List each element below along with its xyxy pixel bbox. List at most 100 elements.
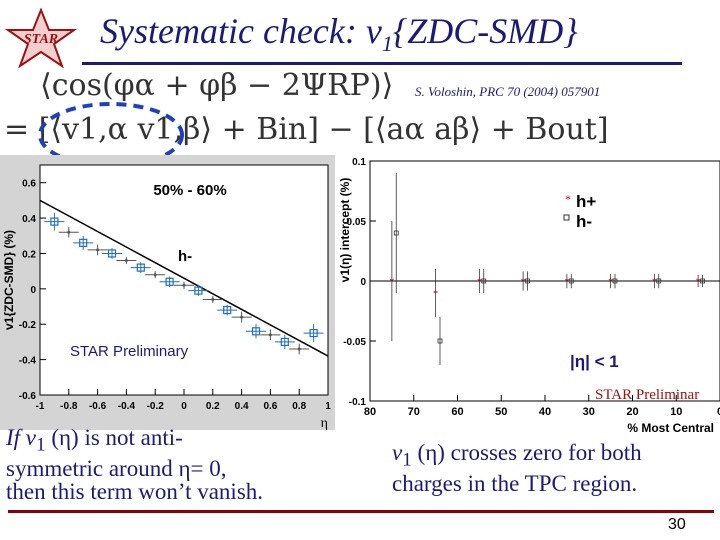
x-axis-label: η: [321, 416, 328, 430]
data-point-h-plus: *: [521, 277, 526, 288]
data-point-h-plus: *: [564, 277, 569, 288]
caption-left-l1: (η) is not anti-: [45, 425, 183, 450]
x-tick-label: 1: [325, 401, 331, 412]
title-sub: 1: [381, 31, 393, 57]
page-number: 30: [668, 516, 686, 533]
title-tail: {ZDC-SMD}: [392, 11, 578, 51]
x-tick-label: 0.4: [235, 401, 249, 412]
data-point-h-plus: *: [433, 289, 438, 300]
slide-title: Systematic check: v1{ZDC-SMD}: [100, 10, 578, 57]
logo-text: STAR: [24, 32, 58, 47]
chart-annotation: h-: [178, 248, 192, 265]
caption-left-l2: symmetric around η= 0,: [6, 455, 227, 481]
caption-right: v1 (η) crosses zero for both charges in …: [392, 441, 642, 495]
title-main: Systematic check: v: [100, 11, 382, 51]
data-point: [124, 259, 128, 263]
data-point: [297, 347, 301, 351]
data-point-h-minus: [656, 278, 662, 284]
data-point-h-minus: [700, 278, 705, 284]
caption-right-l1: (η) crosses zero for both: [411, 440, 642, 465]
caption-left-sub: 1: [36, 434, 46, 456]
x-tick-label: 60: [451, 406, 463, 418]
x-tick-label: 50: [495, 406, 507, 418]
left-chart: -1 -0.8 -0.6 -0.4 -0.2 0 0.2 0.4 0.6 0.8 1 0.6 0.4 0.…: [0, 155, 335, 431]
data-point: [268, 333, 272, 337]
plot-area: [39, 164, 329, 396]
x-tick-label: -0.2: [147, 401, 165, 412]
legend-marker-h-minus: [563, 214, 570, 221]
data-point: [309, 328, 318, 338]
caption-right-v: v: [392, 440, 403, 465]
data-point: [136, 263, 145, 272]
data-point-h-plus: *: [389, 277, 394, 288]
data-point-h-minus: [525, 278, 530, 284]
y-tick-label: 0.4: [22, 214, 36, 225]
x-tick-label: 0: [717, 406, 720, 418]
y-tick-label: -0.2: [19, 320, 37, 331]
x-tick-label: 0.8: [292, 401, 306, 412]
data-point-h-plus: *: [696, 277, 701, 288]
caption-left-v: If v: [6, 425, 37, 450]
x-tick-label: -0.4: [118, 401, 136, 412]
y-tick-label: 0.05: [347, 217, 367, 228]
y-tick-label: 0.1: [352, 157, 366, 168]
y-tick-label: -0.1: [349, 397, 367, 408]
legend-marker-h-plus: *: [565, 192, 571, 206]
x-tick-label: 0.2: [206, 401, 220, 412]
equation-line-1: ⟨cos(φα + φβ − 2ΨRP)⟩: [40, 68, 394, 103]
caption-left-l3: then this term won’t vanish.: [6, 478, 264, 504]
data-point: [240, 315, 244, 319]
y-tick-label: 0.2: [22, 249, 36, 260]
chart-annotation: |η| < 1: [570, 352, 619, 371]
data-point: [223, 305, 232, 315]
x-tick-label: 10: [670, 406, 682, 418]
fit-line: [39, 199, 329, 357]
data-point: [165, 277, 174, 286]
x-tick-label: 80: [364, 406, 376, 418]
chart-title: 50% - 60%: [153, 182, 226, 199]
x-tick-label: 70: [408, 406, 420, 418]
star-logo-icon: STAR: [4, 7, 78, 69]
y-axis-label: v1(η) intercept (%): [340, 178, 352, 283]
legend-label-h-plus: h+: [576, 192, 596, 211]
data-point: [67, 230, 71, 234]
data-point: [182, 283, 186, 287]
y-tick-label: -0.4: [19, 356, 37, 367]
reference: S. Voloshin, PRC 70 (2004) 057901: [415, 84, 601, 99]
data-point: [251, 327, 261, 336]
x-tick-label: 30: [583, 406, 595, 418]
equation-line-2: = [⟨v1,α v1,β⟩ + Bin] − [⟨aα aβ⟩ + Bout]: [4, 112, 609, 147]
data-point-h-minus: [481, 278, 487, 284]
y-tick-label: 0: [30, 285, 36, 296]
left-chart-svg: -1 -0.8 -0.6 -0.4 -0.2 0 0.2 0.4 0.6 0.8 1 0.6 0.4 0.…: [2, 164, 331, 431]
data-point-h-minus: [612, 278, 618, 284]
right-chart-svg: 80 70 60 50 40 30 20 10 0 0.1 0.05 0 -0.05 -0.1 * * * * * *…: [338, 157, 720, 435]
title-underline: [82, 62, 682, 65]
data-point: [194, 286, 203, 295]
caption-left: If v1 (η) is not anti- symmetric around …: [6, 426, 263, 503]
data-point: [79, 238, 88, 247]
right-chart: 80 70 60 50 40 30 20 10 0 0.1 0.05 0 -0.05 -0.1 * * * * * *…: [338, 155, 720, 435]
caption-right-l2: charges in the TPC region.: [392, 470, 638, 496]
x-axis-label: % Most Central: [627, 421, 714, 435]
caption-right-sub: 1: [402, 449, 412, 471]
data-point-h-plus: *: [608, 277, 613, 288]
data-point: [96, 248, 100, 252]
star-logo: STAR: [4, 7, 78, 69]
data-point: [153, 273, 157, 277]
data-point: [50, 217, 59, 226]
y-tick-label: 0.6: [22, 179, 36, 190]
data-point-h-minus: [437, 338, 443, 344]
data-point-h-minus: [393, 230, 399, 236]
x-tick-label: 0: [181, 401, 187, 412]
data-point: [107, 249, 117, 258]
y-axis-label: v1{ZDC-SMD} (%): [2, 230, 16, 330]
x-tick-label: 0.6: [263, 401, 277, 412]
data-point-h-plus: *: [477, 277, 482, 288]
data-point-h-minus: [568, 278, 574, 284]
legend-label-h-minus: h-: [576, 212, 592, 231]
data-point: [280, 337, 289, 347]
x-tick-label: 20: [626, 406, 638, 418]
preliminary-label: STAR Preliminar: [595, 387, 699, 403]
x-tick-label: -0.8: [60, 401, 78, 412]
